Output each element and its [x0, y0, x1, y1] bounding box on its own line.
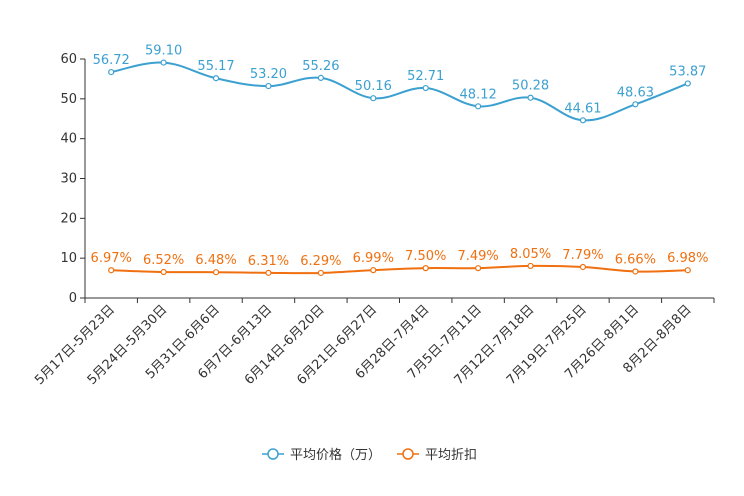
- data-label: 6.99%: [353, 251, 394, 266]
- data-label: 52.71: [407, 69, 444, 84]
- data-label: 6.31%: [248, 254, 289, 269]
- data-point[interactable]: [684, 80, 691, 87]
- data-point[interactable]: [370, 267, 377, 274]
- legend-swatch-marker: [267, 448, 279, 460]
- data-label: 6.66%: [615, 252, 656, 267]
- y-tick-label: 40: [60, 132, 77, 147]
- data-label: 48.12: [460, 87, 497, 102]
- data-label: 6.52%: [143, 253, 184, 268]
- data-label: 59.10: [145, 44, 182, 59]
- data-label: 48.63: [617, 85, 654, 100]
- data-point[interactable]: [160, 268, 167, 276]
- data-point[interactable]: [212, 75, 220, 82]
- data-label: 50.28: [512, 79, 549, 94]
- data-point[interactable]: [265, 82, 272, 90]
- data-label: 6.98%: [667, 251, 708, 266]
- series-layer: 56.72 59.10 55.17 53.20 55.26 50.16 52.71 48.12…: [91, 44, 708, 277]
- data-point[interactable]: [632, 101, 639, 108]
- data-label: 56.72: [93, 53, 130, 68]
- y-tick-label: 20: [60, 211, 77, 226]
- data-point[interactable]: [422, 84, 429, 92]
- y-tick-label: 50: [60, 92, 77, 107]
- data-label: 44.61: [564, 101, 601, 116]
- data-point[interactable]: [579, 263, 587, 271]
- data-label: 50.16: [355, 79, 392, 94]
- data-point[interactable]: [527, 262, 534, 270]
- series-line: [111, 264, 688, 275]
- series-1: 56.72 59.10 55.17 53.20 55.26 50.16 52.71 48.12…: [93, 44, 706, 124]
- data-label: 6.29%: [300, 254, 341, 269]
- data-point[interactable]: [265, 269, 272, 276]
- data-point[interactable]: [108, 267, 115, 274]
- data-point[interactable]: [108, 68, 115, 76]
- data-point[interactable]: [684, 267, 691, 274]
- data-label: 7.79%: [562, 248, 603, 263]
- data-point[interactable]: [160, 59, 167, 66]
- data-label: 6.97%: [91, 251, 132, 266]
- data-label: 7.50%: [405, 249, 446, 264]
- data-point[interactable]: [370, 95, 377, 102]
- legend-label: 平均价格（万）: [290, 447, 381, 463]
- data-label: 7.49%: [457, 249, 498, 264]
- data-point[interactable]: [632, 268, 639, 275]
- data-label: 53.20: [250, 67, 287, 82]
- data-point[interactable]: [579, 117, 587, 124]
- legend-swatch-marker: [402, 448, 414, 460]
- series-2: 6.97% 6.52% 6.48% 6.31% 6.29% 6.99% 7.50% 7.49%…: [91, 247, 708, 277]
- y-tick-label: 30: [60, 172, 77, 187]
- y-tick-label: 60: [60, 52, 77, 67]
- legend-item-1[interactable]: 平均价格（万）: [262, 447, 381, 463]
- data-point[interactable]: [317, 269, 324, 277]
- axes: 01020304050605月17日-5月23日5月24日-5月30日5月31日…: [32, 52, 715, 388]
- data-point[interactable]: [212, 269, 220, 276]
- data-point[interactable]: [475, 265, 482, 272]
- data-label: 6.48%: [195, 253, 236, 268]
- legend[interactable]: 平均价格（万） 平均折扣: [262, 447, 477, 463]
- data-point[interactable]: [475, 103, 482, 110]
- data-label: 55.26: [302, 59, 339, 74]
- data-point[interactable]: [317, 74, 324, 81]
- data-point[interactable]: [527, 94, 534, 101]
- data-label: 55.17: [197, 59, 234, 74]
- legend-label: 平均折扣: [425, 448, 477, 463]
- data-point[interactable]: [422, 265, 429, 272]
- data-label: 8.05%: [510, 247, 551, 262]
- y-tick-label: 0: [69, 291, 77, 306]
- data-label: 53.87: [669, 64, 706, 79]
- series-line: [111, 61, 689, 122]
- y-tick-label: 10: [60, 251, 77, 266]
- legend-item-2[interactable]: 平均折扣: [397, 448, 477, 463]
